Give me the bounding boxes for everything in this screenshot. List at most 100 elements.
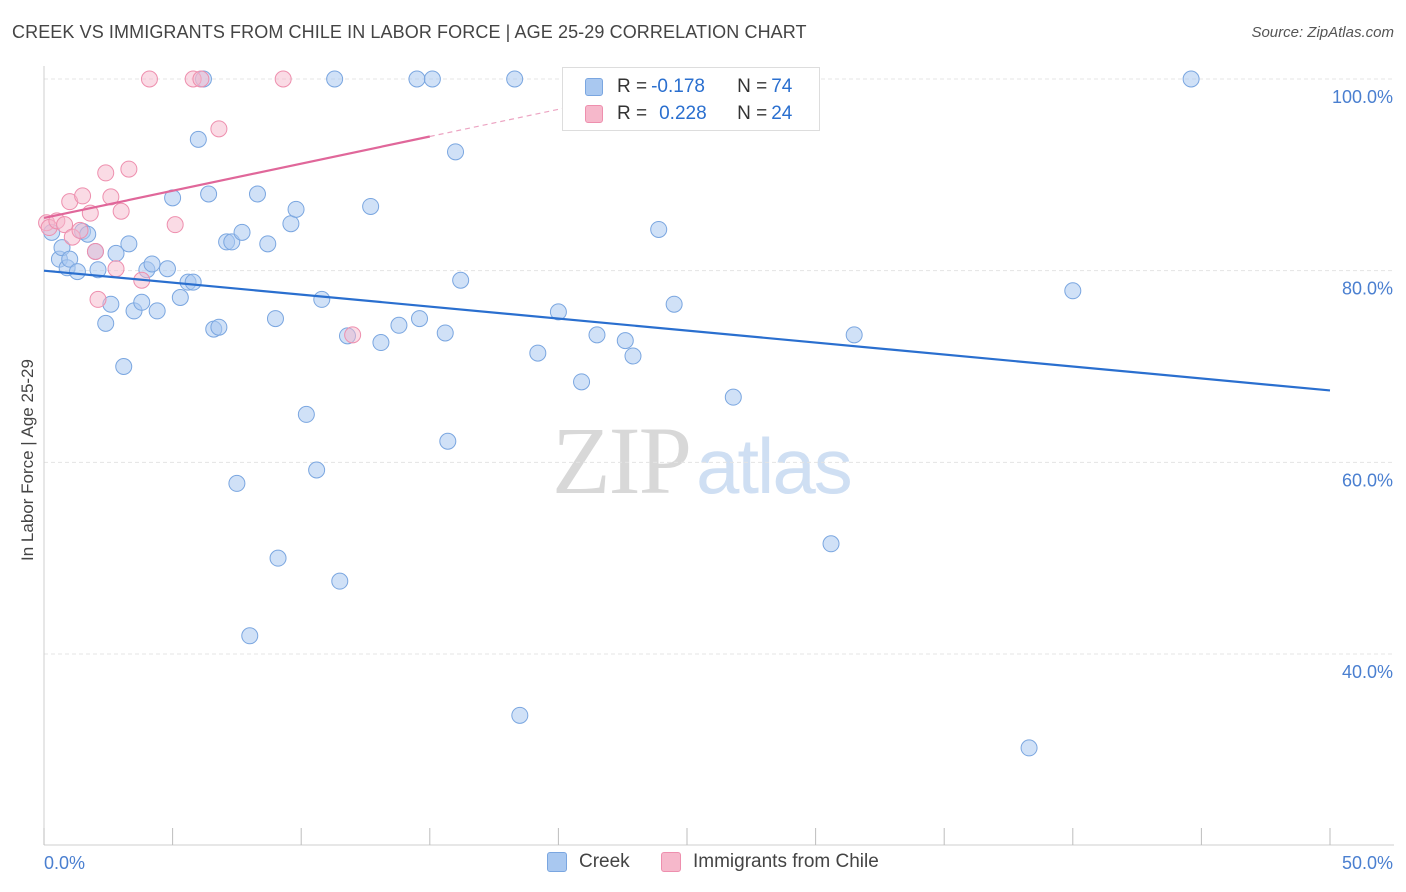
series-legend: Creek Immigrants from Chile bbox=[0, 851, 1406, 877]
creek-point bbox=[665, 295, 683, 313]
creek-point bbox=[171, 289, 189, 306]
creek-point bbox=[588, 326, 606, 344]
creek-point bbox=[297, 405, 315, 423]
creek-point bbox=[439, 432, 457, 450]
watermark-atlas: atlas bbox=[696, 422, 853, 510]
chart-title: CREEK VS IMMIGRANTS FROM CHILE IN LABOR … bbox=[12, 22, 807, 42]
creek-point bbox=[282, 215, 300, 233]
chile-legend-label: Immigrants from Chile bbox=[693, 851, 879, 872]
legend-item-creek[interactable]: Creek bbox=[547, 851, 630, 873]
creek-point bbox=[624, 347, 642, 365]
creek-point bbox=[408, 70, 426, 88]
x-tick-label-max: 50.0% bbox=[1342, 853, 1393, 873]
creek-point bbox=[241, 627, 259, 645]
creek-point bbox=[133, 293, 151, 311]
creek-point bbox=[506, 70, 524, 88]
creek-point bbox=[326, 70, 344, 88]
creek-point bbox=[266, 310, 284, 328]
creek-point bbox=[313, 290, 331, 308]
creek-point bbox=[143, 255, 161, 273]
creek-point bbox=[845, 326, 863, 344]
creek-point bbox=[390, 316, 408, 334]
creek-point bbox=[308, 461, 326, 479]
chile-point bbox=[97, 164, 115, 182]
chile-n-value: 24 bbox=[771, 103, 793, 124]
chile-point bbox=[140, 70, 158, 88]
creek-point bbox=[650, 220, 668, 238]
y-ticks: 40.0% 60.0% 80.0% 100.0% bbox=[1332, 87, 1393, 682]
axes bbox=[43, 66, 1394, 846]
chile-point bbox=[71, 221, 89, 239]
creek-point bbox=[331, 572, 349, 590]
creek-point bbox=[89, 261, 107, 279]
creek-r-value: -0.178 bbox=[651, 76, 705, 97]
chile-point bbox=[166, 216, 184, 234]
creek-point bbox=[1020, 739, 1038, 757]
creek-point bbox=[616, 332, 634, 350]
chile-point bbox=[112, 202, 130, 220]
creek-point bbox=[189, 130, 207, 148]
legend-item-chile[interactable]: Immigrants from Chile bbox=[661, 851, 879, 873]
chile-r-label: R = bbox=[617, 103, 648, 124]
chile-r-value: 0.228 bbox=[659, 103, 707, 124]
creek-point bbox=[549, 303, 567, 321]
x-ticks: 0.0% 50.0% bbox=[44, 853, 1393, 873]
creek-point bbox=[200, 185, 218, 203]
creek-point bbox=[269, 549, 287, 567]
watermark-zip: ZIP bbox=[552, 407, 692, 514]
watermark: ZIPatlas bbox=[552, 405, 853, 516]
creek-trend-line bbox=[43, 269, 1331, 392]
creek-point bbox=[372, 334, 390, 352]
creek-point bbox=[210, 318, 228, 336]
legend-row-chile: R = 0.228 N = 24 bbox=[585, 102, 792, 126]
chile-trend-line bbox=[43, 135, 431, 220]
x-tick-label-min: 0.0% bbox=[44, 853, 85, 873]
chile-point bbox=[192, 70, 210, 88]
creek-point bbox=[529, 344, 547, 362]
creek-swatch bbox=[585, 78, 603, 96]
chile-points bbox=[38, 70, 362, 344]
creek-point bbox=[447, 143, 465, 161]
chile-point bbox=[86, 243, 104, 260]
chile-point bbox=[274, 70, 292, 88]
creek-point bbox=[362, 197, 380, 215]
creek-point bbox=[724, 388, 742, 406]
chile-point bbox=[120, 160, 138, 178]
correlation-legend: R = -0.178 N = 74 R = 0.228 N = 24 bbox=[562, 67, 820, 131]
chile-legend-swatch bbox=[661, 852, 681, 872]
creek-point bbox=[423, 70, 441, 88]
creek-point bbox=[120, 235, 138, 253]
creek-point bbox=[287, 200, 305, 218]
chile-point bbox=[344, 326, 362, 344]
creek-point bbox=[97, 314, 115, 332]
creek-legend-swatch bbox=[547, 852, 567, 872]
creek-point bbox=[228, 474, 246, 492]
chile-point bbox=[210, 120, 228, 138]
chile-point bbox=[107, 260, 125, 278]
creek-point bbox=[511, 706, 529, 724]
y-tick-label: 80.0% bbox=[1342, 279, 1393, 299]
creek-legend-label: Creek bbox=[579, 851, 630, 872]
creek-point bbox=[158, 260, 176, 278]
y-tick-label: 60.0% bbox=[1342, 470, 1393, 490]
y-tick-label: 40.0% bbox=[1342, 662, 1393, 682]
chile-point bbox=[74, 187, 92, 205]
grid-lines bbox=[44, 78, 1394, 655]
creek-point bbox=[436, 324, 454, 342]
creek-point bbox=[68, 263, 86, 281]
chile-n-label: N = bbox=[737, 103, 768, 124]
creek-point bbox=[61, 250, 79, 268]
creek-point bbox=[452, 271, 470, 289]
creek-n-value: 74 bbox=[771, 76, 793, 97]
chile-point bbox=[89, 290, 107, 308]
creek-n-label: N = bbox=[737, 76, 768, 97]
creek-point bbox=[822, 535, 840, 553]
creek-points bbox=[43, 70, 1200, 757]
creek-point bbox=[573, 373, 591, 391]
creek-point bbox=[233, 223, 251, 241]
creek-point bbox=[1182, 70, 1200, 88]
y-tick-label: 100.0% bbox=[1332, 87, 1393, 107]
creek-point bbox=[1064, 282, 1082, 300]
creek-point bbox=[184, 273, 202, 291]
